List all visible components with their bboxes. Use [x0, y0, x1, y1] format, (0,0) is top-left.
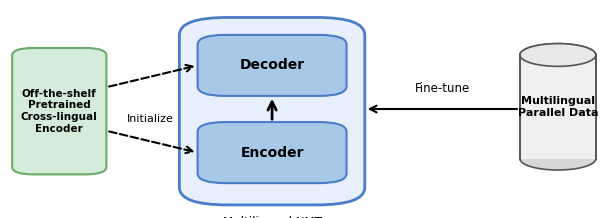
Text: Off-the-shelf
Pretrained
Cross-lingual
Encoder: Off-the-shelf Pretrained Cross-lingual E… [21, 89, 98, 134]
Text: Multilingual NMT: Multilingual NMT [223, 216, 322, 218]
Text: Initialize: Initialize [127, 114, 174, 124]
Text: Multilingual
Parallel Data: Multilingual Parallel Data [517, 96, 598, 118]
Bar [520, 55, 596, 159]
Ellipse shape [520, 147, 596, 170]
Ellipse shape [520, 44, 596, 66]
FancyBboxPatch shape [12, 48, 106, 174]
Text: Decoder: Decoder [240, 58, 305, 72]
Text: Fine-tune: Fine-tune [415, 82, 470, 95]
FancyBboxPatch shape [198, 35, 347, 96]
Text: Encoder: Encoder [240, 146, 304, 160]
FancyBboxPatch shape [198, 122, 347, 183]
FancyBboxPatch shape [179, 17, 365, 205]
Bar [520, 55, 596, 159]
Ellipse shape [520, 44, 596, 66]
